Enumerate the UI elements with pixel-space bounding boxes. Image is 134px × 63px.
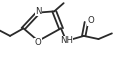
Text: NH: NH <box>60 36 73 45</box>
Text: O: O <box>35 38 42 47</box>
Text: O: O <box>87 16 94 25</box>
Text: N: N <box>35 7 41 16</box>
